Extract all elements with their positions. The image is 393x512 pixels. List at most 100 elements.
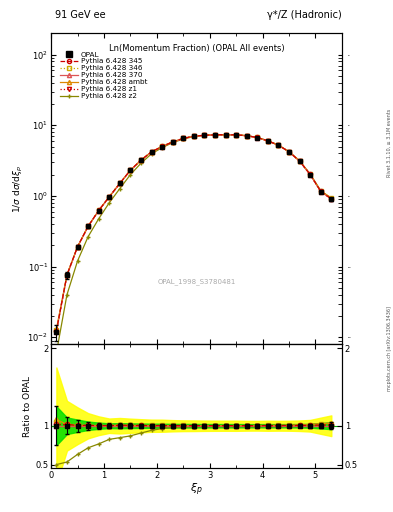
Line: Pythia 6.428 345: Pythia 6.428 345 xyxy=(54,133,333,333)
Pythia 6.428 346 xyxy=(329,196,334,202)
Pythia 6.428 ambt xyxy=(244,133,249,139)
Pythia 6.428 346 xyxy=(170,139,175,145)
Pythia 6.428 ambt xyxy=(149,148,154,155)
Pythia 6.428 z2 xyxy=(149,151,154,157)
Pythia 6.428 ambt xyxy=(54,326,59,332)
Pythia 6.428 z1 xyxy=(139,157,143,163)
Text: Ln(Momentum Fraction) (OPAL All events): Ln(Momentum Fraction) (OPAL All events) xyxy=(109,44,284,53)
Pythia 6.428 345 xyxy=(213,132,217,138)
Pythia 6.428 z2 xyxy=(128,172,133,178)
Pythia 6.428 370 xyxy=(213,132,217,138)
Pythia 6.428 370 xyxy=(244,133,249,139)
Pythia 6.428 z1 xyxy=(64,272,69,279)
Pythia 6.428 345 xyxy=(297,158,302,164)
Pythia 6.428 346 xyxy=(266,138,270,144)
Pythia 6.428 ambt xyxy=(128,167,133,173)
Pythia 6.428 345 xyxy=(96,207,101,214)
Pythia 6.428 346 xyxy=(118,180,122,186)
Pythia 6.428 345 xyxy=(128,167,133,173)
Pythia 6.428 ambt xyxy=(266,138,270,144)
Pythia 6.428 z2 xyxy=(202,132,207,138)
Pythia 6.428 z1 xyxy=(266,138,270,144)
Pythia 6.428 z1 xyxy=(244,133,249,139)
Pythia 6.428 z1 xyxy=(213,132,217,138)
Legend: OPAL, Pythia 6.428 345, Pythia 6.428 346, Pythia 6.428 370, Pythia 6.428 ambt, P: OPAL, Pythia 6.428 345, Pythia 6.428 346… xyxy=(58,49,149,101)
Pythia 6.428 370 xyxy=(223,132,228,138)
Pythia 6.428 z2 xyxy=(244,133,249,139)
Text: 91 GeV ee: 91 GeV ee xyxy=(55,10,106,20)
Pythia 6.428 370 xyxy=(266,138,270,144)
Pythia 6.428 370 xyxy=(128,167,133,174)
Pythia 6.428 z1 xyxy=(128,167,133,174)
Pythia 6.428 370 xyxy=(255,135,260,141)
Pythia 6.428 z2 xyxy=(170,140,175,146)
Pythia 6.428 z2 xyxy=(96,216,101,222)
Text: mcplots.cern.ch [arXiv:1306.3436]: mcplots.cern.ch [arXiv:1306.3436] xyxy=(387,306,392,391)
Text: γ*/Z (Hadronic): γ*/Z (Hadronic) xyxy=(267,10,342,20)
Pythia 6.428 z2 xyxy=(160,144,165,151)
Pythia 6.428 z2 xyxy=(329,195,334,201)
Pythia 6.428 346 xyxy=(107,194,112,200)
Text: Rivet 3.1.10, ≥ 3.1M events: Rivet 3.1.10, ≥ 3.1M events xyxy=(387,109,392,178)
Pythia 6.428 346 xyxy=(139,157,143,163)
Pythia 6.428 z1 xyxy=(191,133,196,139)
Pythia 6.428 346 xyxy=(128,167,133,173)
Pythia 6.428 ambt xyxy=(223,132,228,138)
Pythia 6.428 z2 xyxy=(107,200,112,206)
Pythia 6.428 ambt xyxy=(107,194,112,200)
Pythia 6.428 z1 xyxy=(276,142,281,148)
Text: OPAL_1998_S3780481: OPAL_1998_S3780481 xyxy=(157,279,236,285)
Pythia 6.428 346 xyxy=(276,142,281,148)
Pythia 6.428 z2 xyxy=(75,258,80,264)
Pythia 6.428 ambt xyxy=(160,143,165,150)
Pythia 6.428 345 xyxy=(244,133,249,139)
Pythia 6.428 345 xyxy=(54,328,59,334)
Pythia 6.428 345 xyxy=(64,272,69,278)
Pythia 6.428 z2 xyxy=(297,158,302,164)
Pythia 6.428 z2 xyxy=(318,188,323,194)
Pythia 6.428 z1 xyxy=(202,132,207,138)
Pythia 6.428 ambt xyxy=(118,180,122,186)
Pythia 6.428 z1 xyxy=(54,329,59,335)
Pythia 6.428 370 xyxy=(276,142,281,148)
Pythia 6.428 346 xyxy=(181,135,185,141)
Pythia 6.428 z2 xyxy=(86,233,90,240)
Pythia 6.428 370 xyxy=(170,139,175,145)
Pythia 6.428 346 xyxy=(54,327,59,333)
Pythia 6.428 z2 xyxy=(255,134,260,140)
Pythia 6.428 370 xyxy=(86,223,90,229)
Pythia 6.428 346 xyxy=(213,132,217,138)
Pythia 6.428 346 xyxy=(149,148,154,155)
Pythia 6.428 z2 xyxy=(213,132,217,138)
Pythia 6.428 ambt xyxy=(170,139,175,145)
Pythia 6.428 370 xyxy=(308,172,312,178)
Pythia 6.428 z1 xyxy=(149,149,154,155)
Pythia 6.428 345 xyxy=(118,180,122,186)
Pythia 6.428 z1 xyxy=(234,132,239,138)
Pythia 6.428 ambt xyxy=(202,132,207,138)
Pythia 6.428 345 xyxy=(266,138,270,144)
Pythia 6.428 ambt xyxy=(318,188,323,194)
Pythia 6.428 345 xyxy=(75,244,80,250)
Pythia 6.428 z1 xyxy=(107,194,112,200)
Pythia 6.428 ambt xyxy=(96,207,101,214)
Pythia 6.428 z1 xyxy=(286,149,291,155)
Pythia 6.428 370 xyxy=(75,244,80,250)
Pythia 6.428 z2 xyxy=(234,132,239,138)
Pythia 6.428 370 xyxy=(329,196,334,202)
Pythia 6.428 z1 xyxy=(96,207,101,214)
Pythia 6.428 z1 xyxy=(223,132,228,138)
Pythia 6.428 346 xyxy=(255,134,260,140)
Line: Pythia 6.428 z1: Pythia 6.428 z1 xyxy=(54,133,333,334)
Pythia 6.428 345 xyxy=(191,133,196,139)
Pythia 6.428 z1 xyxy=(160,143,165,150)
Pythia 6.428 z1 xyxy=(297,158,302,164)
Pythia 6.428 345 xyxy=(181,135,185,141)
Pythia 6.428 346 xyxy=(234,132,239,138)
Pythia 6.428 370 xyxy=(64,272,69,279)
Pythia 6.428 z1 xyxy=(86,223,90,229)
Pythia 6.428 345 xyxy=(255,135,260,141)
Pythia 6.428 346 xyxy=(86,223,90,229)
Pythia 6.428 z2 xyxy=(276,142,281,148)
Line: Pythia 6.428 z2: Pythia 6.428 z2 xyxy=(54,132,334,355)
